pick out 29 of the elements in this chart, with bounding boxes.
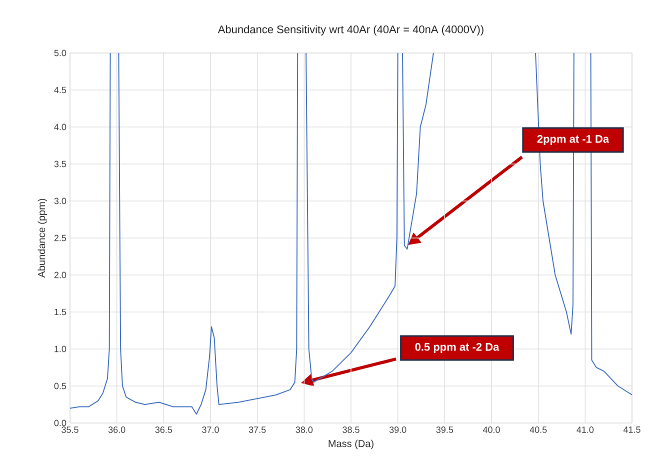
y-tick-label: 4.0 bbox=[54, 124, 66, 130]
y-tick-label: 1.5 bbox=[54, 308, 66, 316]
y-tick-label: 3.5 bbox=[54, 160, 66, 168]
annotation: 0.5 ppm at -2 Da bbox=[415, 343, 500, 353]
y-tick-label: 2.0 bbox=[54, 272, 66, 278]
x-tick-label: 36.5 bbox=[155, 426, 172, 433]
x-tick-label: 41.5 bbox=[623, 426, 640, 433]
x-tick-label: 37.0 bbox=[202, 426, 219, 433]
y-axis-title: Abundance (ppm) bbox=[38, 198, 48, 278]
y-tick-label: 0.0 bbox=[54, 420, 66, 426]
y-tick-label: 4.5 bbox=[54, 86, 66, 94]
y-tick-label: 3.0 bbox=[54, 198, 66, 204]
x-axis-title: Mass (Da) bbox=[328, 440, 374, 450]
x-tick-label: 35.5 bbox=[62, 426, 78, 433]
x-tick-label: 38.0 bbox=[296, 426, 313, 433]
y-tick-label: 0.5 bbox=[54, 382, 66, 390]
y-tick-label: 5.0 bbox=[54, 50, 66, 56]
x-tick-label: 36.0 bbox=[108, 426, 126, 433]
x-tick-label: 39.0 bbox=[389, 426, 406, 433]
x-tick-label: 40.0 bbox=[482, 426, 500, 433]
x-tick-label: 38.5 bbox=[342, 426, 360, 433]
x-tick-label: 39.5 bbox=[436, 426, 454, 433]
y-tick-label: 1.0 bbox=[54, 346, 66, 352]
annotation: 2ppm at -1 Da bbox=[537, 135, 610, 145]
chart-title: Abundance Sensitivity wrt 40Ar (40Ar = 40nA (4000V)) bbox=[218, 25, 484, 36]
x-tick-label: 37.5 bbox=[248, 426, 266, 433]
x-tick-label: 40.5 bbox=[530, 426, 547, 433]
y-tick-label: 2.5 bbox=[54, 234, 66, 242]
x-tick-label: 41.0 bbox=[576, 426, 594, 433]
